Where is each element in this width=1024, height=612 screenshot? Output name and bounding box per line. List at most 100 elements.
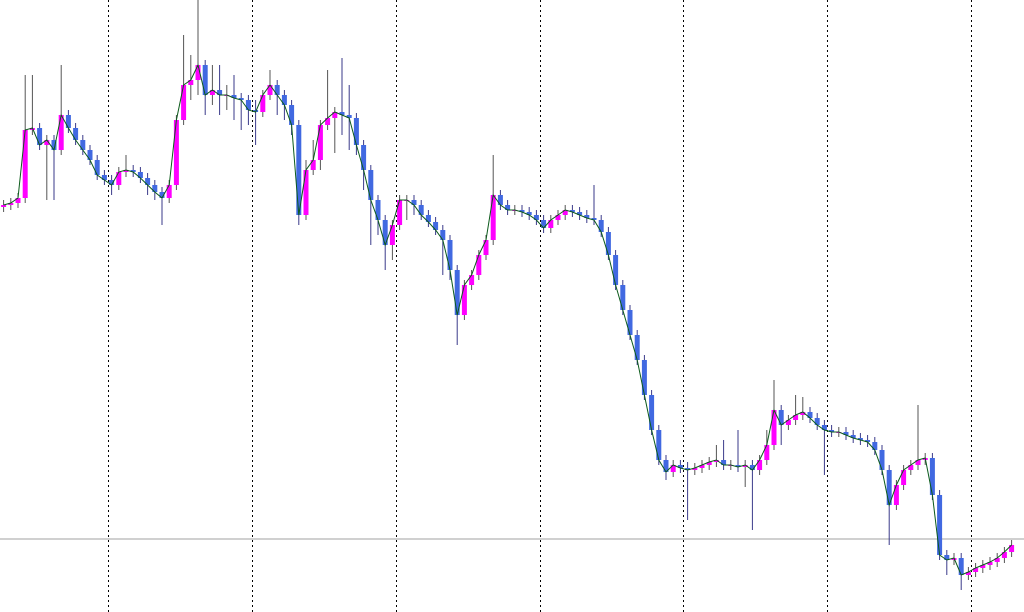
candle-body [771,410,777,445]
candle-body [411,200,417,205]
candle-body [627,310,633,335]
candle-body [80,140,86,150]
candle-body [152,185,158,192]
candle-body [173,120,179,185]
candle-body [793,415,799,420]
candle-body [526,212,532,215]
candle-body [929,458,935,495]
candle-body [584,215,590,218]
candle-body [1001,552,1007,558]
candle-body [505,205,511,210]
candle-body [325,118,331,125]
candle-body [73,128,79,140]
candle-body [116,172,122,185]
candle-body [591,218,597,220]
candle-body [677,465,683,468]
candle-body [613,255,619,285]
candle-body [562,210,568,215]
candle-body [65,115,71,128]
candle-body [994,558,1000,562]
candle-body [821,425,827,430]
candle-body [778,410,784,425]
candle-body [188,80,194,85]
candles [1,0,1015,590]
candle-body [634,335,640,360]
candle-body [397,200,403,225]
candle-body [469,275,475,285]
candle-body [447,240,453,270]
candle-body [15,198,21,203]
candle-body [425,215,431,222]
candle-body [749,465,755,470]
candle-body [332,112,338,118]
candle-body [742,465,748,467]
candle-body [490,195,496,240]
candle-body [339,112,345,115]
candle-body [548,220,554,228]
candle-body [454,270,460,315]
candle-body [757,460,763,470]
candle-body [533,215,539,220]
candle-body [937,495,943,555]
candle-body [58,115,64,150]
candle-body [850,435,856,438]
candle-body [281,95,287,105]
candle-body [987,562,993,565]
candle-body [497,195,503,205]
candle-body [361,145,367,170]
candle-body [1,205,7,207]
candle-body [130,170,136,172]
candle-body [375,200,381,220]
candle-body [915,460,921,465]
candle-body [785,420,791,425]
candle-body [51,140,57,150]
candle-body [101,175,107,180]
candle-body [296,125,302,215]
candle-body [209,90,215,95]
candle-body [800,412,806,415]
candle-body [865,440,871,442]
candle-body [231,95,237,98]
candle-body [87,150,93,160]
candle-body [958,558,964,575]
candle-body [901,470,907,485]
candle-body [670,465,676,472]
candle-body [598,220,604,232]
candle-body [857,438,863,440]
candle-body [418,205,424,215]
candle-body [692,468,698,470]
candle-body [663,460,669,472]
candle-body [577,212,583,215]
candle-body [807,412,813,418]
candle-body [735,465,741,467]
candle-body [181,85,187,120]
candle-body [94,160,100,175]
candle-body [519,210,525,212]
candle-body [893,485,899,505]
candle-body [620,285,626,310]
candle-body [706,462,712,465]
vertical-grid [108,0,972,612]
candle-body [166,185,172,198]
candle-body [274,85,280,95]
candle-body [317,125,323,160]
candle-body [965,572,971,575]
candle-body [137,172,143,178]
candle-body [245,100,251,110]
candle-body [555,215,561,220]
candle-body [656,430,662,460]
candle-body [310,160,316,170]
candle-body [123,170,129,172]
candle-body [289,105,295,125]
candle-body [145,178,151,185]
candle-body [685,468,691,470]
candle-body [649,395,655,430]
candle-body [843,432,849,435]
candle-body [829,430,835,432]
candle-body [764,445,770,460]
candle-body [202,65,208,95]
candle-body [44,140,50,145]
candle-body [541,220,547,228]
candle-body [382,220,388,245]
candle-body [476,255,482,275]
